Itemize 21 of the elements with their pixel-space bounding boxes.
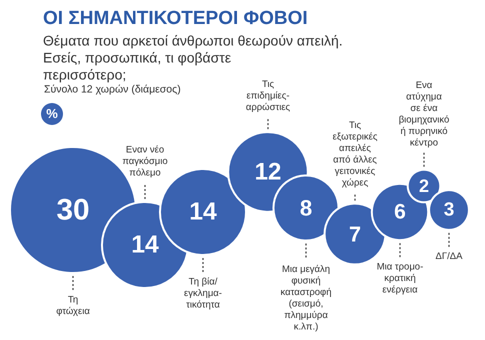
category-label: Τη φτώχεια [56, 294, 90, 317]
text: % [41, 103, 63, 125]
text: Σύνολο 12 χωρών (διάμεσος) [44, 84, 181, 96]
category-label: Τις εξωτερικές απειλές από άλλες γειτονικές χώρες [332, 120, 378, 188]
category-label: Μια μεγάλη φυσική καταστροφή (σεισμό, πλημμύρα κ.λπ.) [280, 264, 332, 332]
data-label: 14 [189, 198, 217, 226]
data-label: 30 [56, 194, 90, 226]
text: ΟΙ ΣΗΜΑΝΤΙΚΟΤΕΡΟΙ ΦΟΒΟΙ [43, 8, 308, 29]
category-label: Ενα ατύχημα σε ένα βιομηχανικό ή πυρηνικό κέντρο [398, 80, 450, 148]
data-label: 7 [348, 222, 362, 246]
category-label: Μια τρομο- κρατική ενέργεια [376, 261, 424, 296]
category-label: Εναν νέο παγκόσμιο πόλεμο [122, 144, 168, 179]
category-label: Τη βία/ εγκλημα- τικότητα [184, 276, 222, 310]
data-label: 14 [131, 232, 159, 258]
data-label: 8 [300, 196, 312, 220]
category-label: Τις επιδημίες- αρρώστιες [246, 78, 291, 113]
data-label: 6 [394, 200, 406, 224]
data-label: 12 [254, 158, 282, 186]
data-label: 3 [444, 200, 454, 220]
data-label: 2 [418, 176, 430, 196]
category-label: ΔΓ/ΔΑ [436, 251, 464, 262]
